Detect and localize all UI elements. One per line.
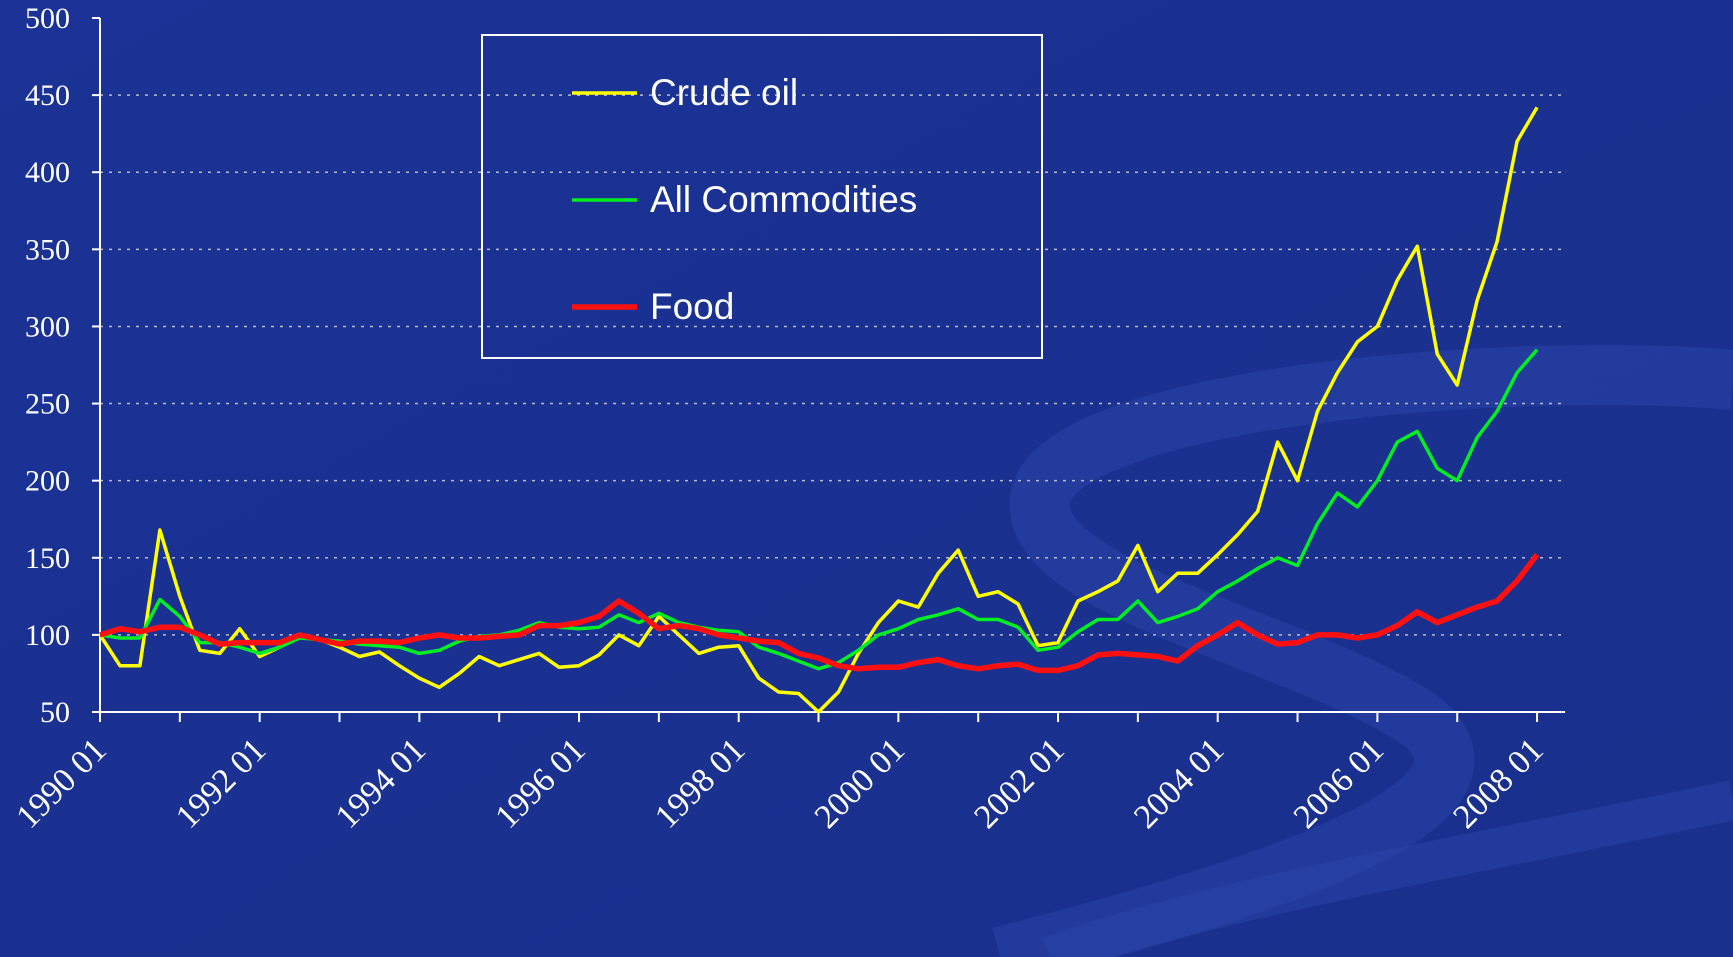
y-tick-label: 300 bbox=[25, 310, 70, 343]
chart: 501001502002503003504004505001990 011992… bbox=[0, 0, 1733, 957]
y-tick-label: 450 bbox=[25, 79, 70, 112]
legend-label: Crude oil bbox=[650, 72, 798, 113]
legend-label: All Commodities bbox=[650, 179, 917, 220]
y-tick-label: 250 bbox=[25, 388, 70, 421]
y-tick-label: 400 bbox=[25, 156, 70, 189]
y-tick-label: 150 bbox=[25, 542, 70, 575]
y-tick-label: 350 bbox=[25, 233, 70, 266]
y-tick-label: 200 bbox=[25, 465, 70, 498]
legend-label: Food bbox=[650, 286, 734, 327]
y-tick-label: 50 bbox=[40, 696, 70, 729]
y-tick-label: 100 bbox=[25, 619, 70, 652]
y-tick-label: 500 bbox=[25, 2, 70, 35]
